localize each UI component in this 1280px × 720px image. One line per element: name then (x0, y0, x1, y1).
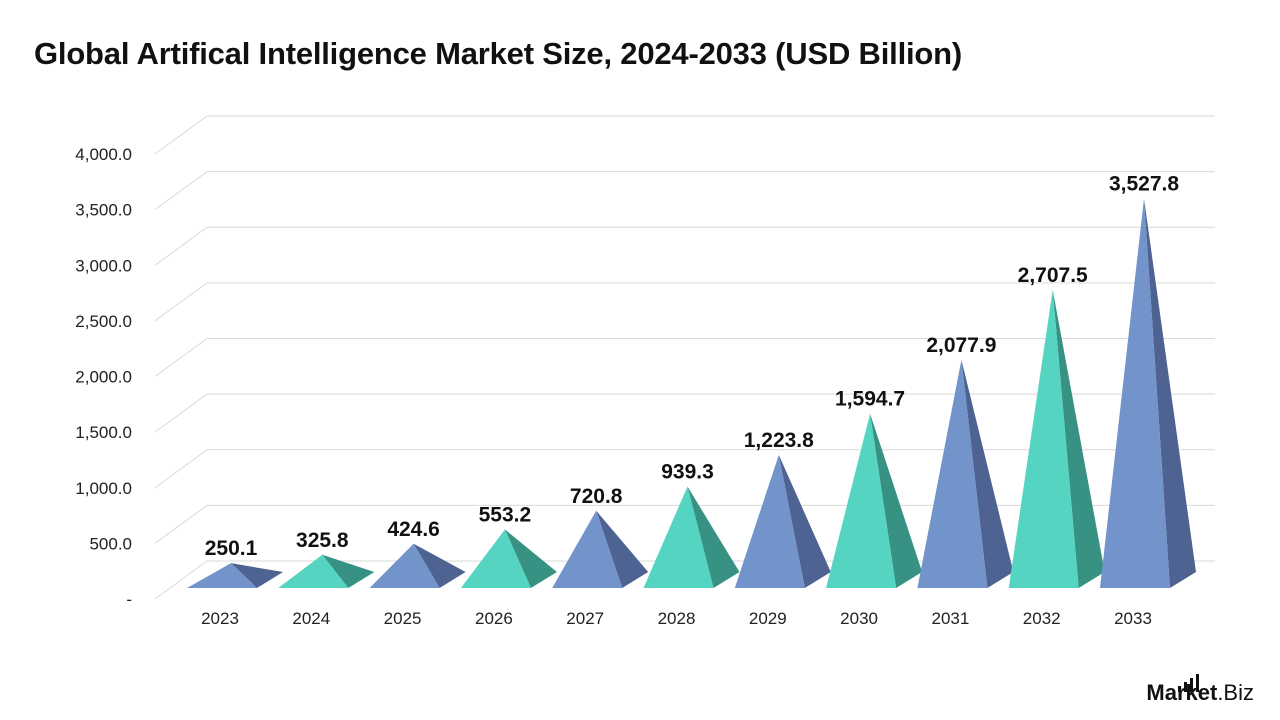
pyramid-side-face (778, 454, 831, 588)
x-tick-label: 2024 (292, 609, 330, 628)
chart-title: Global Artifical Intelligence Market Siz… (34, 36, 962, 71)
grid-line-diagonal (154, 171, 208, 211)
pyramid-side-face (961, 359, 1014, 588)
pyramid-front-face (917, 359, 988, 588)
pyramid-bar-2032 (1008, 289, 1105, 588)
x-tick-label: 2033 (1114, 609, 1152, 628)
pyramid-front-face (643, 486, 714, 588)
grid-line-diagonal (154, 282, 208, 322)
x-axis-ticks: 2023 2024 2025 2026 2027 2028 2029 2030 2031 2032… (201, 609, 1152, 628)
data-labels: 250.1 325.8 424.6 553.2 720.8 939.3 1,223.8 1,5… (205, 173, 1180, 561)
x-tick-label: 2032 (1023, 609, 1061, 628)
data-label: 325.8 (296, 529, 349, 552)
data-label: 1,223.8 (744, 429, 814, 452)
y-axis-ticks: - 500.0 1,000.0 1,500.0 2,000.0 2,500.0 3,000.… (75, 145, 132, 609)
brand-logo: Market.Biz (1104, 670, 1254, 706)
pyramid-side-face (1144, 198, 1196, 588)
pyramid-side-face (504, 529, 557, 588)
pyramid-front-face (369, 543, 440, 588)
y-tick-label: 3,500.0 (75, 201, 132, 220)
y-tick-label: 3,000.0 (75, 256, 132, 275)
y-tick-label: 2,000.0 (75, 368, 132, 387)
grid-line-diagonal (154, 226, 208, 266)
pyramid-front-face (1008, 289, 1079, 588)
signal-bars-icon (1178, 674, 1199, 692)
pyramid-front-face (278, 554, 349, 588)
x-tick-label: 2026 (475, 609, 513, 628)
brand-name-suffix: .Biz (1217, 680, 1254, 705)
x-tick-label: 2030 (840, 609, 878, 628)
data-label: 424.6 (387, 518, 440, 541)
pyramid-bar-2023 (187, 563, 283, 588)
x-tick-label: 2027 (566, 609, 604, 628)
brand-logo-graphic (1178, 674, 1199, 692)
x-tick-label: 2023 (201, 609, 239, 628)
pyramid-side-face (231, 563, 283, 588)
y-tick-label: 4,000.0 (75, 145, 132, 164)
pyramid-front-face (1100, 198, 1170, 588)
y-tick-label: 2,500.0 (75, 312, 132, 331)
pyramid-front-face (187, 563, 257, 588)
y-tick-label: 1,000.0 (75, 479, 132, 498)
grid-line-diagonal (154, 560, 208, 600)
y-tick-label: 500.0 (89, 534, 132, 553)
data-label: 1,594.7 (835, 388, 905, 411)
data-label: 250.1 (205, 537, 258, 560)
pyramid-bar-2026 (460, 529, 557, 588)
grid-line-diagonal (154, 115, 208, 155)
pyramid-front-face (734, 454, 805, 588)
pyramid-bar-2029 (734, 454, 831, 588)
pyramid-bar-2033 (1100, 198, 1196, 588)
pyramid-side-face (687, 486, 740, 588)
pyramid-front-face (552, 510, 623, 588)
data-label: 720.8 (570, 485, 623, 508)
pyramid-bar-2025 (369, 543, 466, 588)
grid-line-diagonal (154, 504, 208, 544)
x-tick-label: 2025 (384, 609, 422, 628)
x-tick-label: 2031 (931, 609, 969, 628)
pyramid-side-face (413, 543, 466, 588)
data-label: 2,077.9 (926, 334, 996, 357)
pyramid-front-face (460, 529, 531, 588)
x-tick-label: 2029 (749, 609, 787, 628)
y-tick-label: 1,500.0 (75, 423, 132, 442)
brand-name: Market.Biz (1146, 680, 1254, 706)
brand-name-main: Market (1146, 680, 1218, 705)
pyramid-bars (187, 198, 1196, 588)
pyramid-bar-2031 (917, 359, 1014, 588)
grid-line-diagonal (154, 393, 208, 433)
y-tick-label: - (126, 590, 132, 609)
data-label: 939.3 (661, 461, 714, 484)
pyramid-side-face (1052, 289, 1105, 588)
pyramid-bar-2024 (278, 554, 375, 588)
x-tick-label: 2028 (658, 609, 696, 628)
pyramid-bar-2027 (552, 510, 649, 588)
pyramid-bar-2028 (643, 486, 740, 588)
pyramid-side-face (596, 510, 649, 588)
pyramid-side-face (322, 554, 375, 588)
pyramid-side-face (870, 413, 923, 588)
data-label: 2,707.5 (1018, 264, 1088, 287)
data-label: 553.2 (479, 503, 532, 526)
grid-line-diagonal (154, 338, 208, 377)
pyramid-bar-2030 (826, 413, 923, 588)
grid-line-diagonal (154, 449, 208, 489)
data-label: 3,527.8 (1109, 173, 1179, 196)
pyramid-front-face (826, 413, 897, 588)
